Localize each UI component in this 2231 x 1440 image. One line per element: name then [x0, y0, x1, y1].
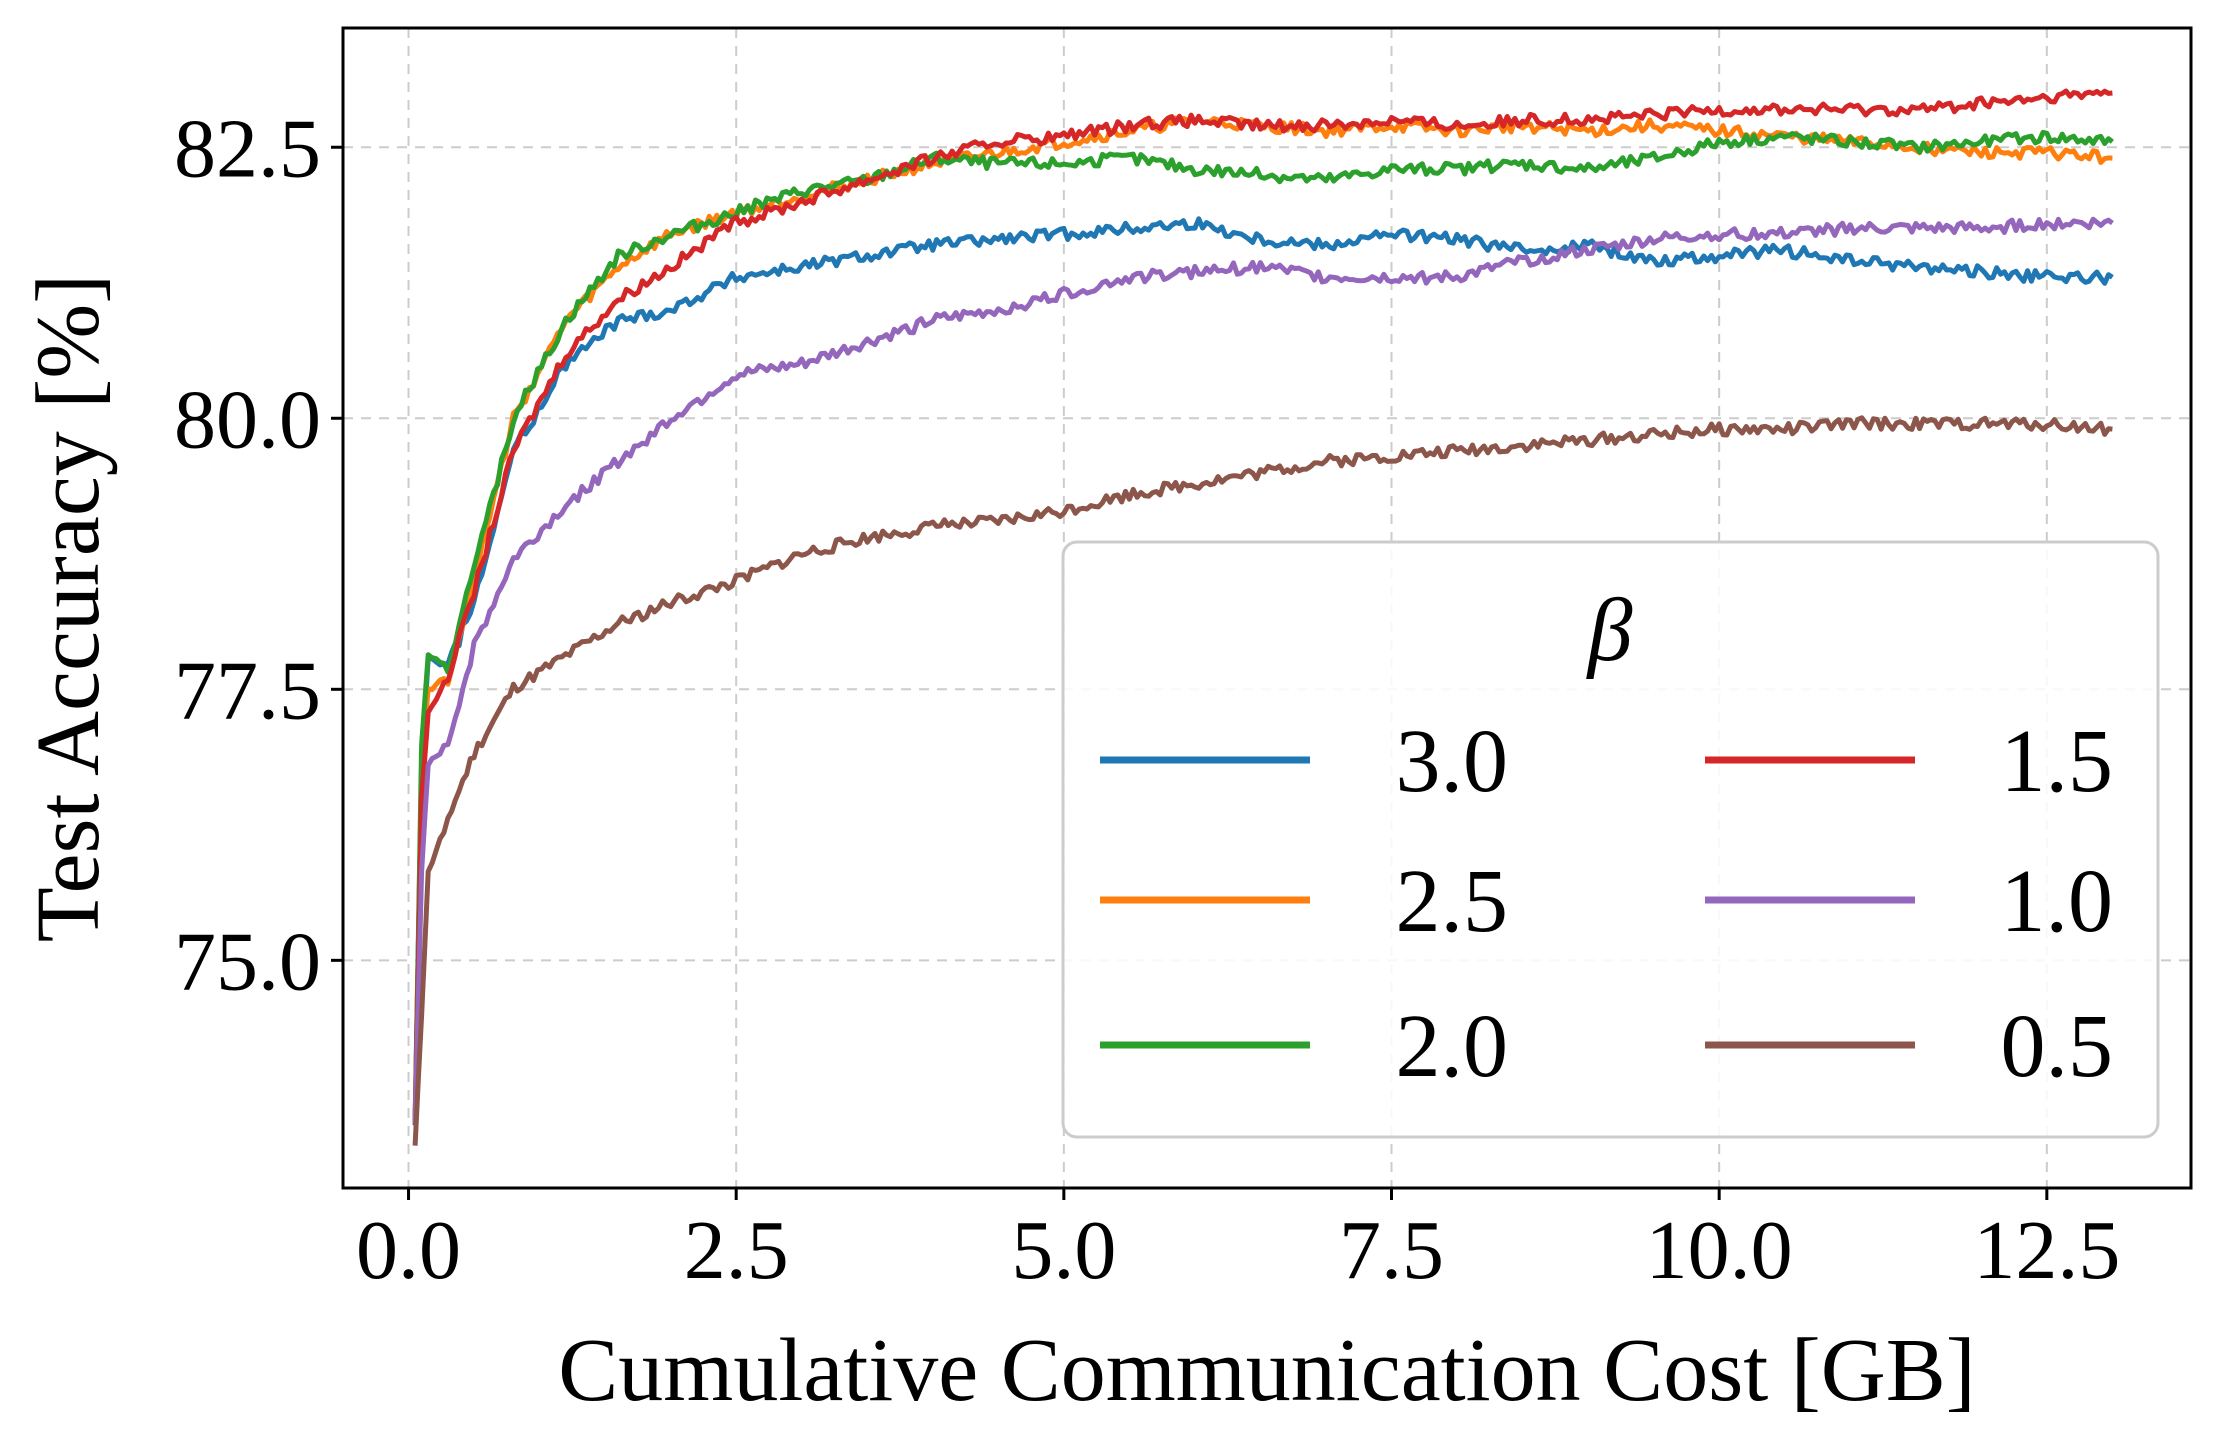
series-lines — [412, 88, 2114, 1146]
x-tick-label: 7.5 — [1339, 1204, 1444, 1297]
legend-label-beta-0.5: 0.5 — [2001, 997, 2114, 1096]
x-axis-ticks: 0.0 2.5 5.0 7.5 10.0 12.5 — [356, 1188, 2120, 1297]
x-tick-label: 5.0 — [1011, 1204, 1116, 1297]
legend-label-beta-2.0: 2.0 — [1396, 997, 1509, 1096]
series-line-beta-0.5 — [412, 415, 2113, 1146]
x-tick-label: 10.0 — [1646, 1204, 1793, 1297]
x-tick-label: 0.0 — [356, 1204, 461, 1297]
plot-frame — [341, 26, 2193, 1190]
y-tick-label: 75.0 — [174, 915, 321, 1008]
legend-label-beta-1.0: 1.0 — [2001, 852, 2114, 951]
legend-title: β — [1586, 581, 1633, 680]
legend: β 3.0 2.5 2.0 1.5 1.0 0.5 — [1061, 540, 2160, 1139]
y-tick-label: 77.5 — [174, 644, 321, 737]
legend-entries: 3.0 2.5 2.0 1.5 1.0 0.5 — [1100, 712, 2113, 1096]
series-line-beta-3.0 — [412, 216, 2114, 1126]
legend-label-beta-3.0: 3.0 — [1396, 712, 1509, 811]
y-tick-label: 80.0 — [174, 373, 321, 466]
x-tick-label: 12.5 — [1973, 1204, 2120, 1297]
series-line-beta-2.0 — [412, 129, 2114, 1122]
legend-label-beta-1.5: 1.5 — [2001, 712, 2114, 811]
x-axis-label: Cumulative Communication Cost [GB] — [558, 1321, 1975, 1420]
legend-box — [1061, 540, 2160, 1139]
y-axis-label: Test Accuracy [%] — [19, 274, 118, 942]
series-line-beta-1.0 — [412, 216, 2114, 1124]
y-axis-ticks: 75.0 77.5 80.0 82.5 — [174, 102, 343, 1008]
y-tick-label: 82.5 — [174, 102, 321, 195]
series-line-beta-1.5 — [412, 88, 2113, 1123]
legend-label-beta-2.5: 2.5 — [1396, 852, 1509, 951]
x-tick-label: 2.5 — [684, 1204, 789, 1297]
